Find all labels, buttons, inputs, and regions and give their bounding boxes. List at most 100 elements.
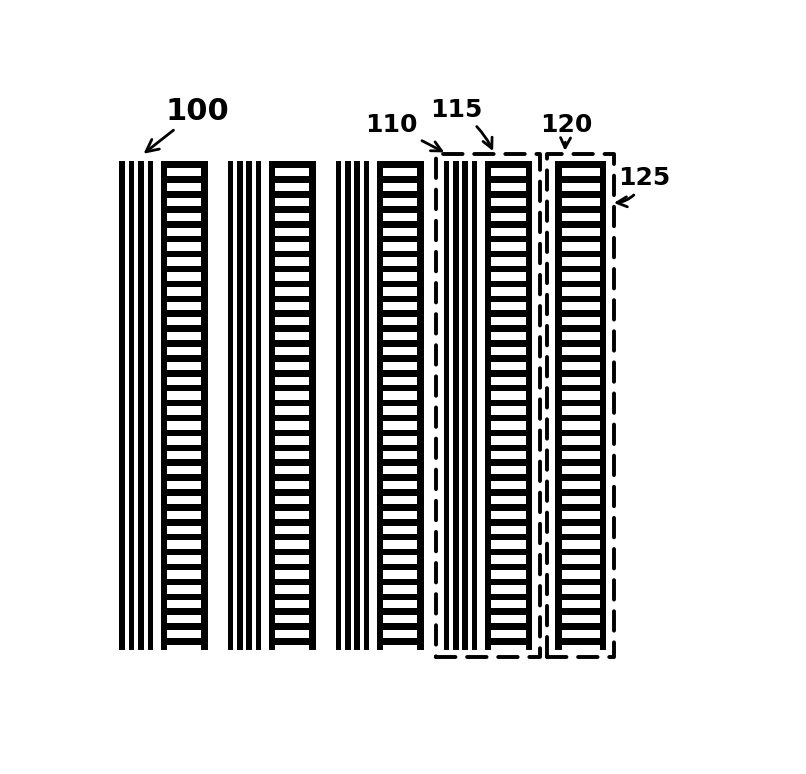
Bar (160, 415, 208, 421)
Bar (268, 355, 316, 361)
Bar (377, 415, 424, 421)
Bar (377, 296, 424, 302)
Text: 115: 115 (430, 98, 492, 149)
Bar (310, 162, 316, 650)
Bar (160, 460, 208, 466)
Bar (485, 206, 532, 213)
Bar (268, 310, 316, 317)
Bar (555, 400, 606, 406)
Bar (227, 162, 233, 650)
Bar (268, 460, 316, 466)
Bar (555, 519, 606, 526)
Bar (268, 608, 316, 615)
Bar (555, 460, 606, 466)
Bar (485, 639, 532, 645)
Bar (555, 623, 606, 630)
Bar (268, 296, 316, 302)
Bar (485, 444, 532, 451)
Bar (377, 281, 424, 287)
Bar (377, 460, 424, 466)
Bar (160, 519, 208, 526)
Bar (377, 444, 424, 451)
Bar (268, 534, 316, 540)
Bar (160, 444, 208, 451)
Bar (268, 265, 316, 272)
Bar (268, 415, 316, 421)
Bar (160, 639, 208, 645)
Bar (377, 385, 424, 392)
Bar (485, 162, 491, 650)
Bar (256, 162, 261, 650)
Bar (364, 162, 369, 650)
Bar (268, 281, 316, 287)
Bar (160, 594, 208, 600)
Bar (377, 489, 424, 496)
Bar (555, 251, 606, 258)
Bar (268, 325, 316, 332)
Bar (268, 594, 316, 600)
Bar (555, 549, 606, 556)
Bar (555, 594, 606, 600)
Bar (377, 623, 424, 630)
Bar (377, 221, 424, 228)
Bar (377, 355, 424, 361)
Bar (268, 400, 316, 406)
Bar (377, 430, 424, 437)
Bar (268, 206, 316, 213)
Bar (268, 579, 316, 585)
Bar (160, 162, 167, 650)
Bar (268, 221, 316, 228)
Bar (485, 341, 532, 347)
Bar (555, 474, 606, 481)
Bar (555, 489, 606, 496)
Bar (160, 474, 208, 481)
Bar (377, 563, 424, 570)
Bar (160, 623, 208, 630)
Bar (377, 162, 424, 168)
Bar (485, 489, 532, 496)
Bar (555, 162, 606, 168)
Bar (268, 251, 316, 258)
Bar (268, 489, 316, 496)
Bar (555, 444, 606, 451)
Text: 100: 100 (146, 97, 230, 152)
Bar (485, 504, 532, 511)
Bar (377, 176, 424, 183)
Bar (485, 474, 532, 481)
Bar (547, 154, 614, 657)
Bar (268, 162, 275, 650)
Bar (485, 460, 532, 466)
Bar (268, 191, 316, 198)
Bar (485, 325, 532, 332)
Bar (268, 623, 316, 630)
Bar (555, 162, 562, 650)
Bar (555, 221, 606, 228)
Bar (268, 236, 316, 242)
Bar (377, 504, 424, 511)
Bar (555, 296, 606, 302)
Bar (160, 489, 208, 496)
Bar (377, 341, 424, 347)
Bar (418, 162, 424, 650)
Bar (485, 310, 532, 317)
Bar (485, 623, 532, 630)
Bar (485, 415, 532, 421)
Bar (268, 430, 316, 437)
Bar (555, 608, 606, 615)
Bar (160, 355, 208, 361)
Bar (160, 341, 208, 347)
Bar (555, 310, 606, 317)
Bar (160, 265, 208, 272)
Bar (160, 608, 208, 615)
Bar (268, 385, 316, 392)
Bar (160, 310, 208, 317)
Bar (555, 325, 606, 332)
Bar (485, 579, 532, 585)
Bar (555, 236, 606, 242)
Bar (377, 474, 424, 481)
Bar (268, 504, 316, 511)
Bar (555, 265, 606, 272)
Bar (160, 221, 208, 228)
Bar (555, 430, 606, 437)
Bar (555, 579, 606, 585)
